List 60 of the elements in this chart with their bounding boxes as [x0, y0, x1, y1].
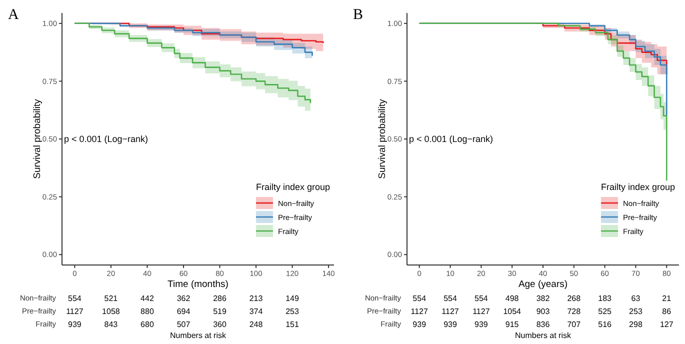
data-label: 382	[536, 294, 550, 303]
data-label: 880	[140, 306, 154, 316]
data-label: 253	[629, 306, 643, 316]
data-label: 728	[567, 306, 582, 316]
data-label: 21	[662, 294, 672, 303]
data-label: 939	[68, 320, 82, 329]
data-label: 525	[598, 306, 612, 316]
data-label: 442	[140, 294, 154, 303]
chart-title: A	[8, 7, 19, 23]
x-axis-title: Age (years)	[518, 279, 568, 290]
y-axis-title: Survival probability	[377, 98, 388, 179]
data-label: 843	[104, 320, 118, 329]
data-label: 1058	[102, 306, 120, 316]
data-label: 707	[567, 320, 582, 329]
data-label: 253	[286, 306, 300, 316]
data-label: 360	[213, 320, 227, 329]
data-label: 939	[474, 320, 488, 329]
y-axis-title: Survival probability	[32, 98, 43, 179]
data-label: 63	[631, 294, 641, 303]
data-label: 554	[68, 294, 82, 303]
data-label: 374	[249, 306, 264, 316]
data-label: 554	[412, 294, 427, 303]
data-label: 507	[176, 320, 191, 329]
data-label: 127	[660, 320, 674, 329]
data-label: 516	[598, 320, 612, 329]
annotation: p < 0.001 (Log−rank)	[409, 134, 494, 144]
data-label: 183	[598, 294, 612, 303]
data-label: 903	[536, 306, 550, 316]
data-label: 1127	[442, 306, 460, 316]
data-label: 694	[176, 306, 191, 316]
data-label: 248	[249, 320, 264, 329]
annotation: p < 0.001 (Log−rank)	[64, 134, 148, 144]
x-axis-title: Time (months)	[168, 279, 228, 290]
x-axis-title: Numbers at risk	[170, 331, 228, 340]
data-label: 521	[104, 294, 118, 303]
data-label: 151	[286, 320, 300, 329]
data-label: 498	[505, 294, 520, 303]
data-label: 1127	[410, 306, 429, 316]
data-label: 939	[412, 320, 427, 329]
data-label: 1127	[472, 306, 490, 316]
data-label: 1127	[66, 306, 84, 316]
legend-title: Frailty index group	[256, 182, 330, 192]
data-label: 836	[536, 320, 550, 329]
data-label: 680	[140, 320, 154, 329]
chart-title: B	[353, 7, 364, 23]
data-label: 149	[286, 294, 300, 303]
data-label: 939	[444, 320, 458, 329]
data-label: 268	[567, 294, 582, 303]
data-label: 362	[176, 294, 191, 303]
data-label: 286	[213, 294, 227, 303]
data-label: 915	[505, 320, 520, 329]
data-label: 298	[629, 320, 643, 329]
data-label: 554	[474, 294, 488, 303]
x-axis-title: Numbers at risk	[514, 331, 572, 340]
data-label: 86	[662, 306, 672, 316]
data-label: 213	[249, 294, 264, 303]
legend-title: Frailty index group	[601, 182, 676, 192]
data-label: 519	[213, 306, 227, 316]
data-label: 554	[444, 294, 458, 303]
data-label: 1054	[503, 306, 522, 316]
